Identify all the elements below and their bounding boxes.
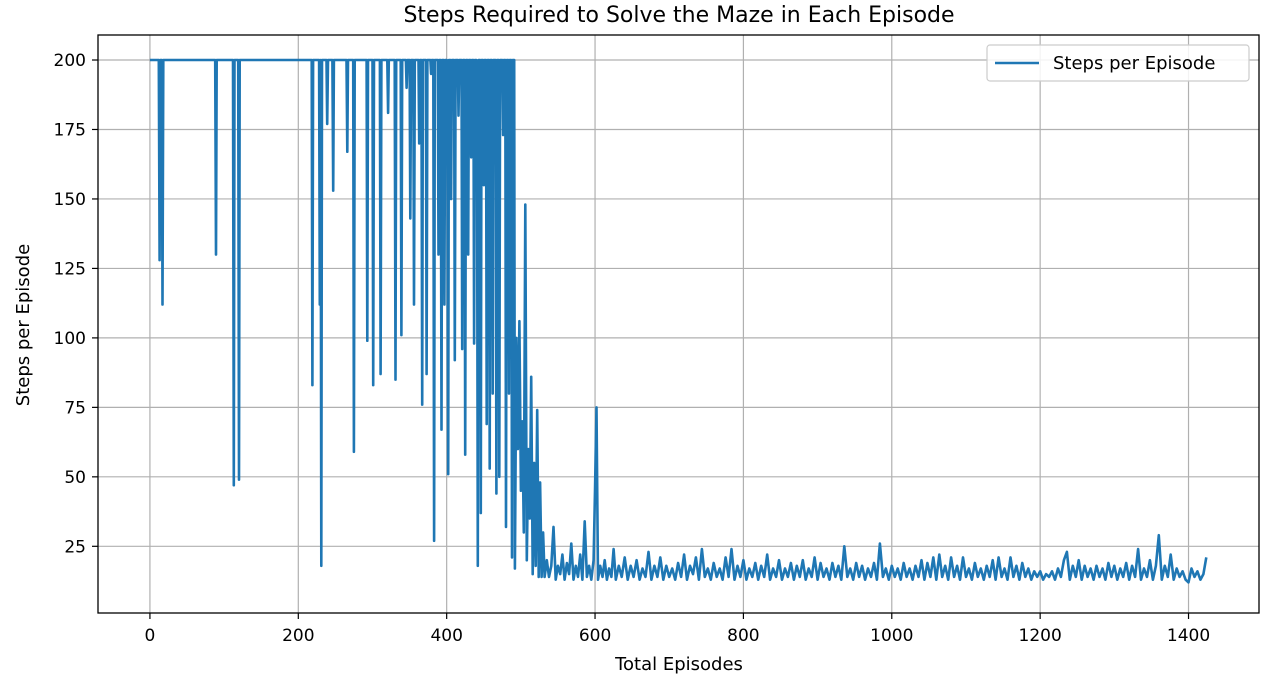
grid-lines [98, 35, 1259, 613]
y-tick-label: 150 [54, 190, 86, 210]
chart-title: Steps Required to Solve the Maze in Each… [403, 3, 954, 28]
x-axis-title: Total Episodes [614, 654, 743, 675]
x-tick-label: 400 [430, 626, 462, 646]
y-tick-label: 50 [64, 468, 86, 488]
x-tick-label: 1400 [1167, 626, 1210, 646]
y-axis-ticks: 25 50 75 100 125 150 175 200 [54, 51, 98, 557]
x-tick-label: 800 [727, 626, 759, 646]
y-tick-label: 75 [64, 398, 86, 418]
x-tick-label: 200 [282, 626, 314, 646]
x-tick-label: 600 [579, 626, 611, 646]
legend-label-steps-per-episode: Steps per Episode [1053, 53, 1215, 74]
legend: Steps per Episode [986, 44, 1250, 82]
x-tick-label: 1200 [1019, 626, 1062, 646]
y-tick-label: 125 [54, 259, 86, 279]
y-tick-label: 200 [54, 51, 86, 71]
x-tick-label: 1000 [870, 626, 913, 646]
series-line-steps-per-episode [149, 58, 1208, 584]
plot-frame [97, 34, 1260, 614]
x-tick-label: 0 [145, 626, 156, 646]
y-tick-label: 100 [54, 329, 86, 349]
y-axis-title: Steps per Episode [13, 244, 34, 406]
y-tick-label: 175 [54, 120, 86, 140]
legend-box [986, 44, 1250, 82]
x-axis-ticks: 0 200 400 600 800 1000 1200 1400 [145, 613, 1210, 646]
series-layer [149, 58, 1208, 584]
y-tick-label: 25 [64, 537, 86, 557]
